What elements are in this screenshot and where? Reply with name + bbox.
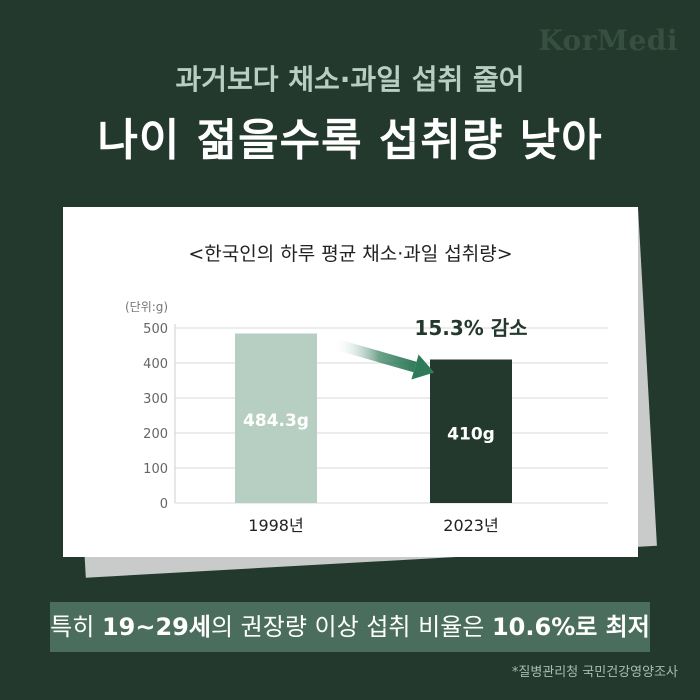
bar (235, 333, 317, 503)
callout-highlight-rate: 10.6%로 최저 (491, 613, 650, 641)
brand-logo: KorMedi (538, 24, 678, 57)
callout-box: 특히 19~29세의 권장량 이상 섭취 비율은 10.6%로 최저 (50, 602, 650, 652)
x-tick-label: 2023년 (443, 516, 498, 535)
bar-chart: (단위:g) 0 100 200 300 400 500 484.3g 1998년 410g 202… (125, 300, 608, 535)
callout-highlight-age: 19~29세 (101, 613, 211, 641)
bar-value-label: 484.3g (243, 411, 309, 431)
y-tick-label: 500 (143, 322, 168, 337)
callout-middle: 의 권장량 이상 섭취 비율은 (210, 613, 492, 641)
chart-card: <한국인의 하루 평균 채소·과일 섭취량> (단위:g) 0 100 200 300 4… (63, 207, 638, 557)
headline-title: 나이 젊을수록 섭취량 낮아 (97, 115, 603, 166)
y-tick-label: 200 (143, 427, 168, 442)
decrease-arrow-head (411, 354, 435, 380)
y-tick-label: 100 (143, 462, 168, 477)
y-tick-label: 400 (143, 357, 168, 372)
chart-title: <한국인의 하루 평균 채소·과일 섭취량> (188, 243, 513, 265)
decrease-arrow-shaft (333, 338, 417, 373)
decrease-annotation: 15.3% 감소 (414, 316, 527, 340)
callout-prefix: 특히 (50, 613, 102, 641)
bar (430, 359, 512, 503)
y-tick-label: 0 (160, 497, 168, 512)
y-tick-label: 300 (143, 392, 168, 407)
headline-subtitle: 과거보다 채소·과일 섭취 줄어 (175, 63, 525, 96)
source-note: *질병관리청 국민건강영양조사 (511, 665, 678, 680)
callout-text: 특히 19~29세의 권장량 이상 섭취 비율은 10.6%로 최저 (50, 602, 650, 652)
bar-value-label: 410g (447, 424, 495, 444)
unit-label: (단위:g) (125, 300, 168, 314)
x-tick-label: 1998년 (248, 516, 303, 535)
